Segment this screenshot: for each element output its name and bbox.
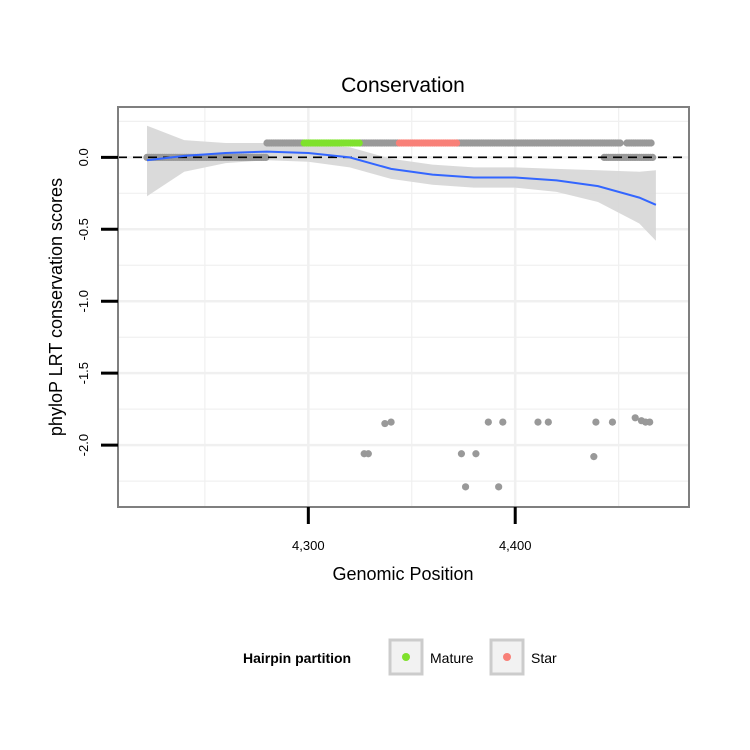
data-point [608, 418, 617, 426]
data-point-mature [355, 139, 363, 147]
data-point [461, 483, 470, 491]
data-point [457, 450, 466, 458]
chart-title: Conservation [341, 74, 465, 97]
data-point [364, 450, 372, 458]
legend: Hairpin partition Mature Star [243, 638, 557, 676]
data-point [262, 153, 270, 161]
y-tick-label: -2.0 [76, 434, 91, 456]
data-point [472, 450, 480, 458]
data-point [631, 414, 639, 422]
y-tick-label: 0.0 [76, 148, 91, 166]
data-point [616, 139, 624, 147]
data-point [590, 453, 598, 461]
data-point-star [453, 139, 461, 147]
x-axis-title: Genomic Position [332, 564, 473, 584]
data-point [647, 139, 655, 147]
legend-label-star: Star [531, 650, 557, 666]
data-point [649, 153, 657, 161]
y-tick-label: -0.5 [76, 218, 91, 240]
data-point [381, 419, 389, 428]
data-point [544, 418, 552, 426]
confidence-ribbon [147, 125, 656, 241]
data-point [387, 418, 395, 426]
data-point [484, 418, 492, 426]
legend-label-mature: Mature [430, 650, 474, 666]
y-tick-label: -1.5 [76, 362, 91, 384]
legend-key-star-dot [503, 653, 511, 661]
x-axis: 4,300 4,400 [292, 507, 531, 553]
smooth-trend-line [146, 150, 657, 206]
data-point [592, 418, 600, 426]
y-axis: 0.0 -0.5 -1.0 -1.5 -2.0 [76, 148, 118, 456]
legend-title: Hairpin partition [243, 650, 351, 666]
data-point [495, 483, 503, 491]
data-point [499, 418, 507, 426]
y-axis-title: phyloP LRT conservation scores [46, 178, 66, 436]
y-tick-label: -1.0 [76, 290, 91, 312]
x-tick-label: 4,300 [292, 538, 325, 553]
data-point [534, 418, 542, 426]
legend-key-mature-dot [402, 653, 410, 661]
data-point [646, 418, 654, 426]
plot-panel-border [117, 106, 690, 508]
x-tick-label: 4,400 [499, 538, 532, 553]
